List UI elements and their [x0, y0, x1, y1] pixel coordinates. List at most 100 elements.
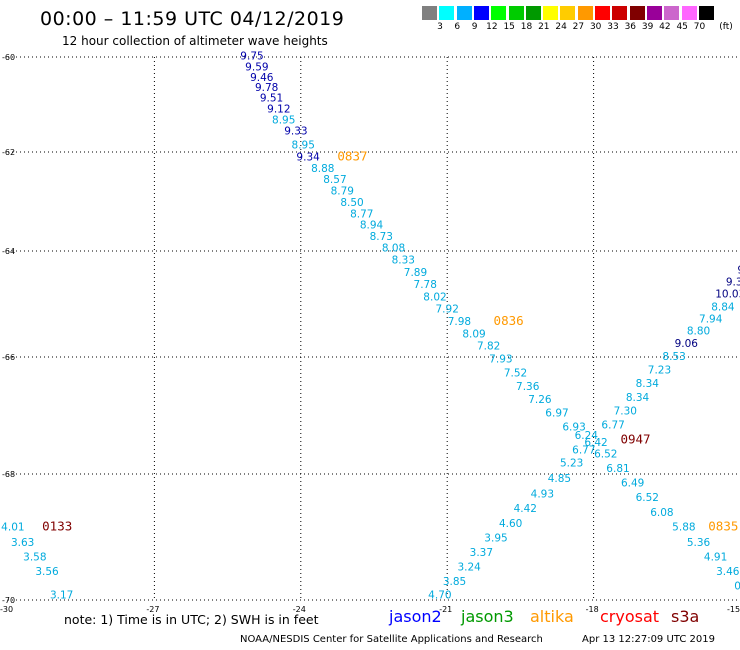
wave-height-value: 7.78	[414, 279, 437, 291]
legend-s3a: s3a	[671, 607, 700, 626]
color-swatch-label: 18	[520, 22, 533, 32]
wave-height-value: 8.50	[340, 197, 363, 209]
wave-height-value: 7.89	[404, 267, 427, 279]
wave-height-value: 8.02	[423, 291, 446, 303]
wave-height-value: 6.93	[562, 422, 585, 434]
wave-height-value: 4.93	[531, 488, 554, 500]
color-swatch-label: 30	[589, 22, 602, 32]
generated-timestamp: Apr 13 12:27:09 UTC 2019	[582, 634, 715, 645]
color-swatch	[577, 6, 593, 20]
legend-jason2: jason2	[389, 607, 442, 626]
wave-height-value: 6.81	[606, 463, 629, 475]
wave-height-value: 8.34	[626, 392, 650, 404]
color-swatch	[664, 6, 680, 20]
wave-height-value: 8.95	[292, 140, 315, 152]
color-swatch	[473, 6, 489, 20]
color-swatch	[456, 6, 472, 20]
lat-tick-label: -64	[2, 247, 15, 256]
pass-time-label: 0947	[620, 432, 650, 447]
color-swatch	[698, 6, 714, 20]
wave-height-value: 9.34	[296, 151, 320, 163]
color-swatch	[525, 6, 541, 20]
color-swatch	[560, 6, 576, 20]
map-title: 00:00 – 11:59 UTC 04/12/2019	[40, 8, 345, 30]
lon-tick-label: -18	[586, 605, 599, 614]
wave-height-value: 8.77	[350, 208, 373, 220]
lon-tick-label: -21	[439, 605, 452, 614]
wave-height-value: 5.36	[687, 537, 711, 549]
wave-height-value: 7.26	[528, 394, 552, 406]
lon-tick-label: -24	[293, 605, 306, 614]
color-swatch-label: 9	[471, 22, 478, 32]
color-swatch	[681, 6, 697, 20]
wave-height-value: 4.85	[548, 473, 571, 485]
color-swatch	[422, 6, 437, 20]
wave-height-value: 8.84	[711, 301, 735, 313]
wave-height-value: 6.24	[575, 430, 599, 442]
wave-height-value: 7.30	[614, 405, 637, 417]
legend-altika: altika	[530, 607, 574, 626]
color-swatch-label: 15	[503, 22, 515, 32]
legend-jason3: jason3	[461, 607, 514, 626]
color-unit-label: (ft)	[719, 22, 733, 32]
footnote: note: 1) Time is in UTC; 2) SWH is in fe…	[64, 612, 319, 627]
color-swatch-label: 6	[454, 22, 461, 32]
lon-tick-label: -27	[146, 605, 159, 614]
wave-height-value: 9.33	[284, 125, 307, 137]
wave-height-value: 4.60	[499, 518, 522, 530]
wave-height-value: 8.73	[370, 231, 393, 243]
wave-height-value: 3.56	[35, 566, 59, 578]
wave-height-value: 3.46	[716, 566, 740, 578]
wave-height-value: 9.	[737, 264, 740, 276]
wave-height-value: 7.36	[516, 381, 540, 393]
color-swatch-label: 42	[659, 22, 671, 32]
lon-tick-label: -15	[727, 605, 740, 614]
wave-height-value: 4.70	[428, 590, 451, 602]
color-swatch-label: 12	[486, 22, 498, 32]
color-swatch-label: 39	[641, 22, 654, 32]
color-swatch-label: 33	[607, 22, 619, 32]
color-swatch	[646, 6, 662, 20]
wave-height-value: 0	[734, 580, 740, 592]
wave-height-value: 8.53	[662, 351, 685, 363]
lon-tick-label: -30	[0, 605, 13, 614]
color-swatch-label: 3	[437, 22, 443, 32]
wave-height-value: 9.46	[250, 72, 274, 84]
wave-height-value: 9.51	[260, 93, 283, 105]
wave-height-value: 6.52	[636, 492, 659, 504]
wave-height-value: 9.12	[267, 104, 290, 116]
wave-height-value: 6.08	[650, 507, 673, 519]
wave-height-value: 8.80	[687, 326, 710, 338]
color-swatch	[629, 6, 645, 20]
wave-height-value: 4.01	[1, 522, 24, 534]
wave-height-value: 9.59	[245, 61, 268, 73]
wave-height-value: 6.77	[572, 445, 595, 457]
lat-tick-label: -62	[2, 148, 15, 157]
wave-height-value: 9.75	[240, 50, 263, 62]
map-subtitle: 12 hour collection of altimeter wave hei…	[62, 34, 328, 48]
lat-tick-label: -70	[2, 596, 15, 605]
wave-height-value: 3.63	[11, 537, 34, 549]
color-swatch-label: 21	[538, 22, 550, 32]
wave-height-value: 8.57	[323, 174, 346, 186]
wave-height-value: 8.79	[331, 186, 354, 198]
wave-height-value: 8.33	[392, 255, 415, 267]
wave-height-value: 8.94	[360, 220, 384, 232]
wave-height-value: 8.88	[311, 163, 334, 175]
wave-height-value: 6.42	[584, 437, 607, 449]
wave-height-value: 9.78	[255, 82, 278, 94]
pass-time-label: 0837	[337, 148, 367, 163]
legend-cryosat: cryosat	[600, 607, 660, 626]
wave-height-value: 7.92	[436, 303, 459, 315]
wave-height-value: 4.91	[704, 551, 727, 563]
wave-height-value: 6.49	[621, 478, 644, 490]
wave-height-value: 6.77	[601, 419, 624, 431]
lat-tick-label: -66	[2, 353, 15, 362]
wave-height-value: 3.95	[484, 532, 507, 544]
wave-height-value: 7.98	[448, 316, 471, 328]
wave-height-value: 7.23	[648, 364, 671, 376]
color-swatch	[439, 6, 455, 20]
lat-tick-label: -60	[2, 53, 15, 62]
wave-height-value: 3.24	[457, 561, 481, 573]
